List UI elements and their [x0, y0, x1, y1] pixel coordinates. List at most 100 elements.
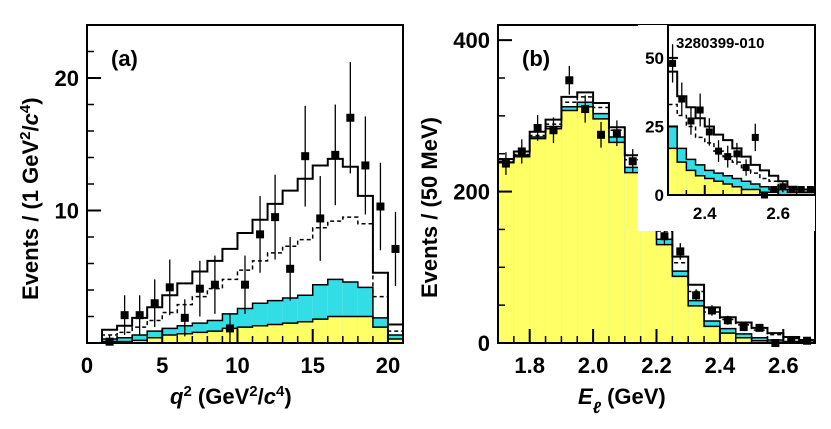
- panel-b-histograms: [497, 91, 816, 344]
- panel-b-y-axis-title: Events / (50 MeV): [417, 117, 442, 298]
- panel-b-inset: 2.4 2.6 0 25 50: [638, 24, 816, 231]
- panel-b-yellow-bin: [735, 337, 752, 343]
- figure-id: 3280399-010: [676, 35, 764, 52]
- panel-b-axis-ticks: 1.8 2.0 2.2 2.4 2.6 0 200 400: [453, 28, 816, 378]
- panel-b-point: [676, 247, 685, 256]
- x-title-gev: (GeV): [601, 384, 666, 409]
- inset-cyan-bin: [741, 181, 751, 195]
- x-title-unit-open: (GeV: [192, 384, 250, 409]
- panel-a-yellow-bin: [147, 337, 163, 343]
- panel-a-point: [165, 283, 174, 292]
- panel-a-yellow-bin: [162, 335, 178, 343]
- panel-b-point: [533, 123, 542, 132]
- x-title-ell: ℓ: [593, 400, 602, 417]
- panel-b-yellow-bin: [688, 305, 705, 343]
- inset-yellow-bin: [732, 186, 742, 195]
- panel-a-yellow-bin: [387, 339, 403, 343]
- panel-a-yellow-bin: [342, 316, 358, 343]
- x-tick-label: 2.4: [705, 353, 736, 378]
- panel-a-yellow-bin: [132, 340, 148, 343]
- inset-yellow-bin: [686, 170, 696, 195]
- panel-b-point: [597, 130, 606, 139]
- inset-yellow-bin: [713, 181, 724, 195]
- panel-a-data-points: [105, 62, 400, 346]
- inset-cyan-bin: [787, 192, 797, 195]
- inset-x-tick-label: 2.4: [693, 204, 717, 223]
- inset-point: [696, 106, 704, 114]
- inset-point: [715, 147, 723, 155]
- panel-a-cyan-outline: [101, 278, 404, 343]
- y-tick-label: 20: [55, 66, 79, 91]
- inset-point: [669, 59, 677, 67]
- inset-y-tick-label: 0: [655, 186, 664, 205]
- inset-point: [742, 164, 750, 172]
- panel-a-point: [105, 337, 114, 346]
- inset-data-points: [669, 44, 814, 199]
- inset-point: [733, 150, 741, 158]
- x-tick-label: 5: [156, 353, 168, 378]
- x-title-c: c: [264, 384, 276, 409]
- panel-a-cyan-bin: [132, 335, 148, 343]
- panel-a-point: [271, 213, 280, 222]
- panel-a-yellow-bin: [357, 316, 373, 343]
- panel-a-point: [376, 202, 385, 211]
- panel-b-yellow-bin: [593, 118, 609, 343]
- inset-point: [751, 133, 759, 141]
- panel-b-yellow-bin: [577, 106, 594, 344]
- panel-a-point: [361, 161, 370, 170]
- inset-dashed-histogram: [667, 103, 816, 195]
- panel-a-yellow-bin: [282, 323, 298, 343]
- panel-b-label: (b): [522, 46, 550, 71]
- panel-b-point: [501, 159, 510, 168]
- panel-a-histograms: [101, 157, 404, 343]
- x-title-c-sup: 4: [276, 383, 285, 400]
- y-title-c: c: [18, 113, 43, 125]
- panel-b-point: [803, 336, 812, 345]
- x-tick-label: 2.6: [768, 353, 799, 378]
- panel-a-yellow-bin: [297, 321, 313, 343]
- inset-yellow-bin: [723, 184, 733, 195]
- panel-b-yellow-bin: [498, 162, 514, 343]
- inset-solid-histogram: [667, 70, 816, 195]
- panel-a-yellow-bin: [252, 325, 268, 343]
- x-tick-label: 20: [376, 353, 400, 378]
- x-tick-label: 2.0: [578, 353, 609, 378]
- panel-a-point: [391, 244, 400, 253]
- x-title-unit-sup: 2: [249, 383, 257, 400]
- panel-a-yellow-outline: [101, 315, 404, 343]
- inset-cyan-bin: [759, 186, 770, 195]
- y-title-close: ): [18, 97, 43, 104]
- panel-b-point: [628, 157, 637, 166]
- x-title-q: q: [170, 384, 184, 409]
- inset-y-tick-label: 25: [645, 117, 664, 136]
- panel-a-point: [241, 280, 249, 289]
- inset-yellow-bin: [704, 178, 714, 195]
- inset-x-tick-label: 2.6: [766, 204, 790, 223]
- inset-point: [724, 153, 732, 161]
- panel-a-yellow-bin: [327, 316, 343, 343]
- panel-a-x-axis-title: q2 (GeV2/c4): [170, 383, 292, 410]
- panel-a-yellow-bin: [192, 332, 208, 343]
- x-tick-label: 2.2: [641, 353, 672, 378]
- panel-a-point: [210, 280, 219, 289]
- inset-cyan-bin: [805, 192, 815, 195]
- x-tick-label: 1.8: [514, 353, 545, 378]
- inset-point: [705, 128, 713, 136]
- x-title-close: ): [284, 384, 291, 409]
- panel-a-point: [301, 152, 310, 161]
- panel-b-yellow-bin: [719, 333, 736, 343]
- panel-a-point: [316, 214, 325, 223]
- panel-b-point: [723, 316, 732, 325]
- panel-a-yellow-bin: [237, 327, 253, 343]
- y-tick-label: 200: [453, 180, 490, 205]
- panel-b-yellow-bin: [672, 276, 689, 343]
- inset-point: [788, 186, 796, 194]
- x-tick-label: 0: [81, 353, 93, 378]
- panel-a-axis-ticks: 0 5 10 15 20 10 20: [55, 50, 404, 378]
- inset-cyan-bin: [796, 192, 806, 195]
- panel-a-point: [256, 230, 265, 239]
- panel-a-dashed-histogram: [101, 216, 404, 343]
- inset-yellow-bin: [750, 189, 760, 195]
